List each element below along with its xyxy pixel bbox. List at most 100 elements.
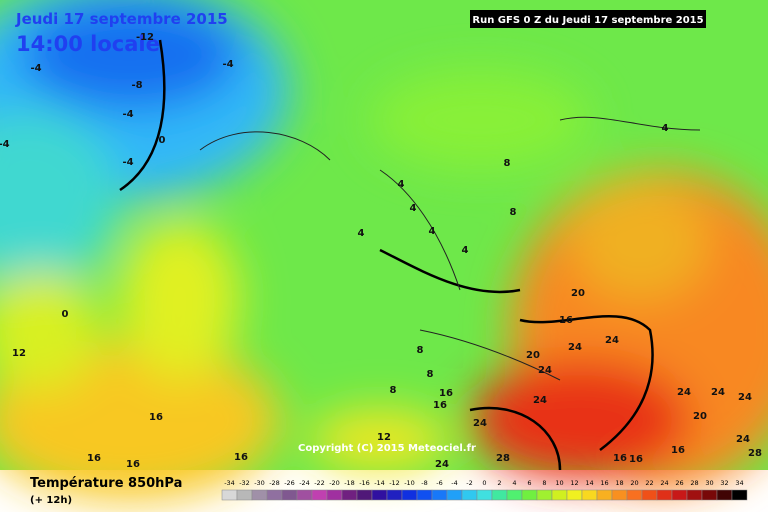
colorbar-label: 16: [600, 479, 608, 487]
colorbar-swatch: [641, 489, 658, 501]
run-label: Run GFS 0 Z du Jeudi 17 septembre 2015: [472, 15, 703, 26]
colorbar-swatch: [326, 489, 343, 501]
colorbar-label: 34: [735, 479, 743, 487]
contour-label: 16: [439, 388, 453, 399]
contour-label: 24: [677, 387, 691, 398]
colorbar-label: -20: [329, 479, 340, 487]
colorbar-swatch: [716, 489, 733, 501]
colorbar-swatch: [686, 489, 703, 501]
colorbar-swatch: [701, 489, 718, 501]
colorbar-label: -32: [239, 479, 250, 487]
colorbar-label: 2: [497, 479, 501, 487]
colorbar-swatch: [596, 489, 613, 501]
copyright: Copyright (C) 2015 Meteociel.fr: [298, 443, 476, 454]
colorbar-swatch: [431, 489, 448, 501]
contour-label: 16: [87, 453, 101, 464]
contour-label: 8: [510, 207, 517, 218]
contour-label: 16: [559, 315, 573, 326]
colorbar-swatch: [581, 489, 598, 501]
contour-label: 24: [738, 392, 752, 403]
colorbar-label: -4: [451, 479, 457, 487]
colorbar-label: -8: [421, 479, 427, 487]
colorbar-swatch: [476, 489, 493, 501]
colorbar-swatch: [611, 489, 628, 501]
contour-label: 4: [429, 226, 436, 237]
colorbar-label: -24: [299, 479, 310, 487]
colorbar-swatch: [461, 489, 478, 501]
contour-label: 28: [496, 453, 510, 464]
contour-label: 16: [613, 453, 627, 464]
contour-label: 12: [377, 432, 391, 443]
date-title: Jeudi 17 septembre 2015: [15, 10, 228, 28]
contour-label: 16: [149, 412, 163, 423]
colorbar-swatch: [311, 489, 328, 501]
colorbar-swatch: [266, 489, 283, 501]
colorbar-label: -22: [314, 479, 325, 487]
colorbar-swatch: [656, 489, 673, 501]
contour-label: 24: [538, 365, 552, 376]
colorbar-label: 12: [570, 479, 578, 487]
colorbar-swatch: [506, 489, 523, 501]
colorbar-label: 18: [615, 479, 623, 487]
colorbar-swatch: [341, 489, 358, 501]
colorbar-label: 30: [705, 479, 713, 487]
colorbar-swatch: [236, 489, 253, 501]
colorbar-swatch: [551, 489, 568, 501]
colorbar-label: -18: [344, 479, 355, 487]
colorbar-swatch: [731, 489, 748, 501]
contour-label: 16: [433, 400, 447, 411]
contour-label: 28: [748, 448, 762, 459]
colorbar-swatch: [626, 489, 643, 501]
map-field: [0, 0, 768, 500]
colorbar-label: -14: [374, 479, 385, 487]
colorbar-label: 26: [675, 479, 683, 487]
colorbar-label: 22: [645, 479, 653, 487]
contour-label: 24: [435, 459, 449, 470]
colorbar-label: -12: [389, 479, 400, 487]
colorbar-swatch: [536, 489, 553, 501]
colorbar-label: -10: [404, 479, 415, 487]
contour-label: -4: [122, 157, 133, 168]
colorbar-swatch: [221, 489, 238, 501]
contour-label: 8: [504, 158, 511, 169]
contour-label: 8: [427, 369, 434, 380]
contour-label: -8: [131, 80, 142, 91]
colorbar-label: -28: [269, 479, 280, 487]
colorbar-label: 6: [527, 479, 531, 487]
colorbar-label: 8: [542, 479, 546, 487]
contour-label: 20: [693, 411, 707, 422]
colorbar-swatch: [251, 489, 268, 501]
contour-label: 0: [62, 309, 69, 320]
colorbar-label: 20: [630, 479, 638, 487]
contour-label: 24: [605, 335, 619, 346]
colorbar-swatch: [521, 489, 538, 501]
contour-label: 24: [568, 342, 582, 353]
colorbar-swatch: [386, 489, 403, 501]
contour-label: -4: [122, 109, 133, 120]
colorbar-swatch: [281, 489, 298, 501]
contour-label: -4: [0, 139, 10, 150]
colorbar-swatch: [296, 489, 313, 501]
contour-label: 20: [526, 350, 540, 361]
contour-label: 4: [410, 203, 417, 214]
colorbar-label: 0: [482, 479, 486, 487]
colorbar-label: -30: [254, 479, 265, 487]
colorbar-label: 24: [660, 479, 668, 487]
contour-label: -4: [30, 63, 41, 74]
colorbar-label: -16: [359, 479, 370, 487]
contour-label: 12: [12, 348, 26, 359]
colorbar-label: 28: [690, 479, 698, 487]
colorbar-swatch: [491, 489, 508, 501]
contour-label: 16: [234, 452, 248, 463]
contour-label: 4: [358, 228, 365, 239]
contour-label: 24: [736, 434, 750, 445]
colorbar-swatch: [671, 489, 688, 501]
contour-label: -12: [136, 32, 154, 43]
contour-label: 16: [671, 445, 685, 456]
colorbar-swatch: [401, 489, 418, 501]
contour-label: 24: [473, 418, 487, 429]
colorbar-swatch: [446, 489, 463, 501]
colorbar-label: -26: [284, 479, 295, 487]
